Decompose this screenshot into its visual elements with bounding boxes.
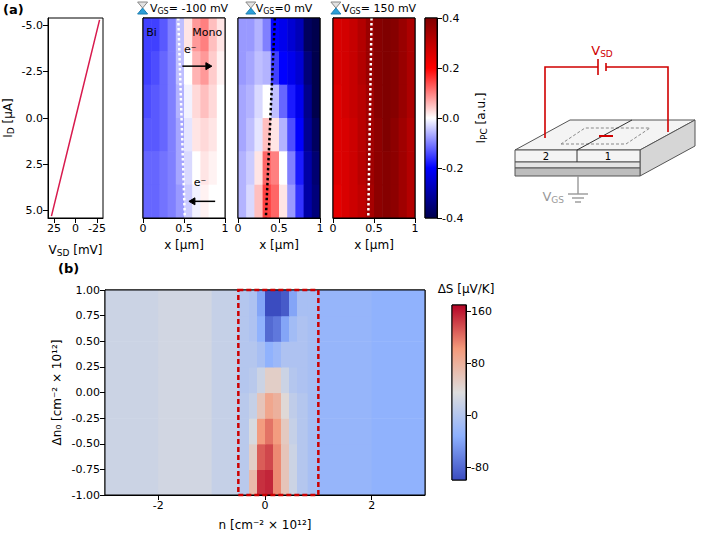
svg-text:0: 0 — [471, 409, 478, 422]
svg-text:1: 1 — [412, 222, 419, 235]
svg-text:[µA]: [µA] — [1, 98, 15, 127]
svg-text:x [µm]: x [µm] — [259, 238, 299, 252]
svg-text:= -100 mV: = -100 mV — [169, 2, 229, 15]
svg-text:-0.25: -0.25 — [72, 412, 100, 425]
svg-text:25: 25 — [47, 222, 61, 235]
svg-text:[a.u.]: [a.u.] — [474, 92, 488, 128]
svg-text:5.0: 5.0 — [26, 204, 44, 217]
svg-text:-80: -80 — [471, 461, 489, 474]
svg-text:0.25: 0.25 — [76, 360, 101, 373]
svg-text:D: D — [5, 127, 16, 135]
svg-text:Bi: Bi — [146, 26, 157, 39]
svg-text:e⁻: e⁻ — [194, 176, 207, 189]
svg-text:0.75: 0.75 — [76, 309, 101, 322]
svg-text:Δn₀ [cm⁻² × 10¹²]: Δn₀ [cm⁻² × 10¹²] — [50, 340, 64, 446]
svg-text:2: 2 — [368, 499, 375, 512]
svg-text:0.50: 0.50 — [76, 335, 101, 348]
svg-text:2: 2 — [543, 151, 549, 162]
svg-text:-2.5: -2.5 — [22, 65, 43, 78]
svg-text:-1.00: -1.00 — [72, 489, 100, 502]
svg-text:(b): (b) — [58, 261, 79, 276]
svg-text:0: 0 — [330, 222, 337, 235]
svg-text:SD: SD — [600, 49, 613, 59]
svg-text:-0.4: -0.4 — [442, 212, 463, 225]
svg-text:-5.0: -5.0 — [22, 19, 43, 32]
svg-text:0.0: 0.0 — [26, 112, 44, 125]
svg-text:V: V — [542, 189, 551, 204]
svg-text:PC: PC — [479, 128, 489, 140]
svg-text:Mono: Mono — [192, 26, 222, 39]
svg-text:-0.50: -0.50 — [72, 437, 100, 450]
svg-text:x [µm]: x [µm] — [354, 238, 394, 252]
svg-text:= 150 mV: = 150 mV — [361, 2, 417, 15]
svg-text:GS: GS — [349, 7, 360, 16]
svg-text:0.5: 0.5 — [365, 222, 383, 235]
svg-text:V: V — [341, 1, 350, 15]
svg-text:0.0: 0.0 — [442, 112, 460, 125]
svg-text:V: V — [255, 1, 264, 15]
svg-text:1.00: 1.00 — [76, 284, 101, 297]
svg-text:x [µm]: x [µm] — [164, 238, 204, 252]
svg-text:0.00: 0.00 — [76, 386, 101, 399]
svg-text:GS: GS — [157, 7, 168, 16]
svg-text:0: 0 — [140, 222, 147, 235]
svg-text:0: 0 — [235, 222, 242, 235]
svg-text:0: 0 — [262, 499, 269, 512]
svg-text:(a): (a) — [3, 2, 24, 17]
svg-text:0: 0 — [72, 222, 79, 235]
svg-text:-0.2: -0.2 — [442, 162, 463, 175]
svg-text:SD: SD — [57, 248, 70, 258]
svg-text:I: I — [473, 140, 488, 144]
svg-text:I: I — [0, 134, 15, 138]
svg-text:1: 1 — [317, 222, 324, 235]
svg-text:0.5: 0.5 — [175, 222, 193, 235]
svg-text:n [cm⁻² × 10¹²]: n [cm⁻² × 10¹²] — [219, 518, 312, 532]
svg-text:-2: -2 — [153, 499, 164, 512]
svg-text:=0 mV: =0 mV — [274, 2, 312, 15]
svg-text:e⁻: e⁻ — [184, 43, 197, 56]
svg-text:2.5: 2.5 — [26, 158, 44, 171]
svg-text:160: 160 — [471, 305, 492, 318]
svg-text:V: V — [149, 1, 158, 15]
svg-text:1: 1 — [605, 151, 611, 162]
svg-text:ΔS [µV/K]: ΔS [µV/K] — [438, 282, 495, 296]
svg-text:0.4: 0.4 — [442, 12, 460, 25]
svg-text:0.2: 0.2 — [442, 62, 460, 75]
svg-text:GS: GS — [551, 195, 564, 205]
svg-text:[mV]: [mV] — [69, 243, 102, 257]
svg-text:-25: -25 — [88, 222, 106, 235]
svg-text:1: 1 — [222, 222, 229, 235]
svg-text:V: V — [48, 242, 57, 257]
svg-text:GS: GS — [263, 7, 274, 16]
svg-text:80: 80 — [471, 357, 485, 370]
svg-text:-0.75: -0.75 — [72, 463, 100, 476]
svg-text:0.5: 0.5 — [270, 222, 288, 235]
svg-text:V: V — [591, 43, 600, 58]
